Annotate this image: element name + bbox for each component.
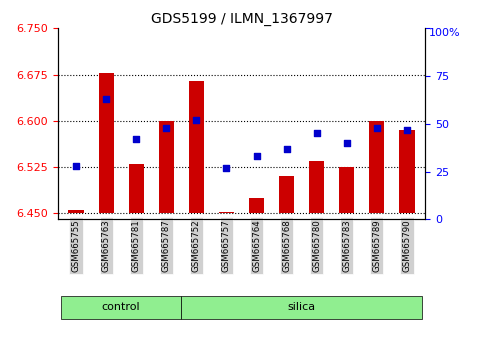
Point [162,125,170,131]
Text: GSM665781: GSM665781 [132,219,141,272]
Point [403,127,411,132]
Text: GSM665757: GSM665757 [222,219,231,272]
Bar [339,167,355,213]
Text: GSM665783: GSM665783 [342,219,351,272]
Bar [61,296,181,319]
Point [223,165,230,171]
Bar [99,73,114,213]
Point [72,163,80,169]
Text: GSM665787: GSM665787 [162,219,171,272]
Text: GSM665755: GSM665755 [71,219,81,272]
Bar [69,210,84,213]
Point [283,146,290,152]
Text: silica: silica [287,302,316,313]
Bar [369,121,384,213]
Text: GSM665790: GSM665790 [402,219,412,272]
Text: GSM665764: GSM665764 [252,219,261,272]
Text: GSM665768: GSM665768 [282,219,291,272]
Bar [219,212,234,213]
Point [132,136,140,142]
Text: GSM665752: GSM665752 [192,219,201,272]
Bar [181,296,422,319]
Point [313,131,321,136]
Point [373,125,381,131]
Text: GSM665763: GSM665763 [101,219,111,272]
Bar [128,164,144,213]
Point [193,117,200,123]
Text: GSM665780: GSM665780 [312,219,321,272]
Bar [189,81,204,213]
Text: control: control [102,302,141,313]
Text: 100%: 100% [429,28,460,38]
Bar [249,198,264,213]
Text: GSM665789: GSM665789 [372,219,382,272]
Bar [279,176,294,213]
Point [102,96,110,102]
Point [253,154,260,159]
Bar [309,161,324,213]
Text: agent: agent [0,353,1,354]
Title: GDS5199 / ILMN_1367997: GDS5199 / ILMN_1367997 [151,12,332,26]
Bar [399,130,414,213]
Bar [159,121,174,213]
Point [343,140,351,146]
